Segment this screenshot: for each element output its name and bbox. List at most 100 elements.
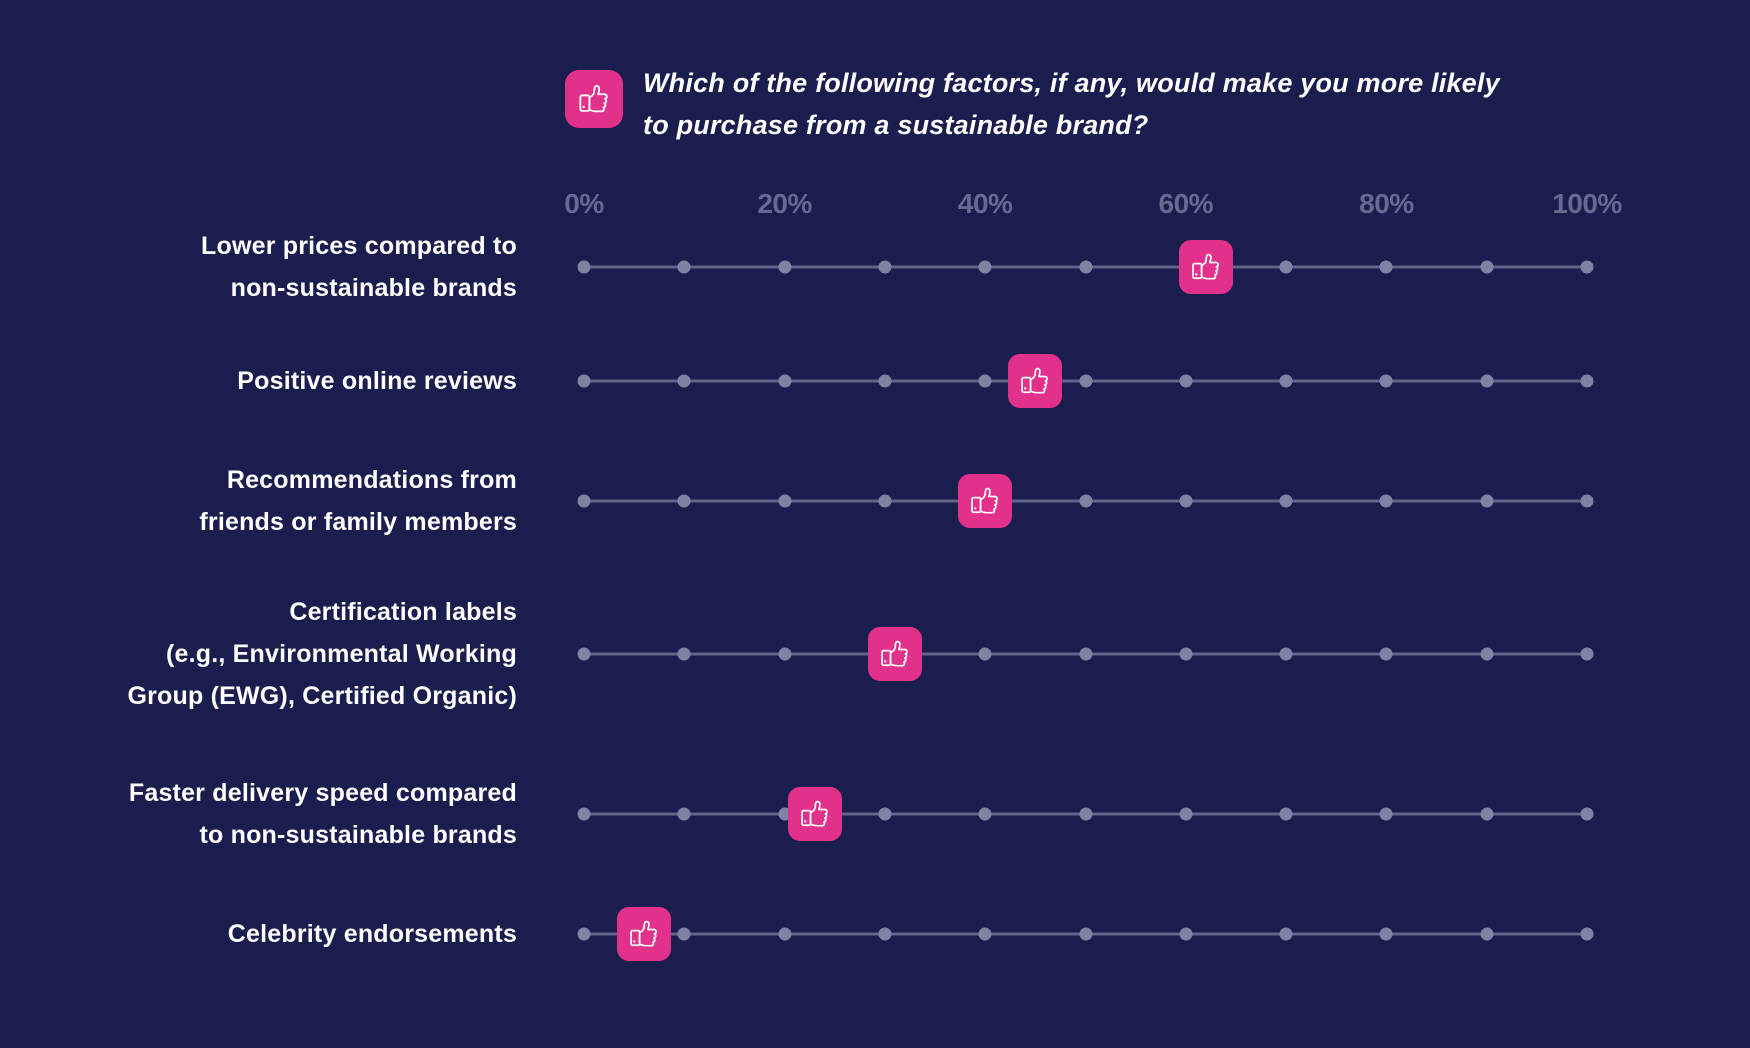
category-label-line: Celebrity endorsements xyxy=(227,920,517,948)
chart-title-line-2: to purchase from a sustainable brand? xyxy=(643,110,1149,140)
track-dot xyxy=(577,647,591,661)
track-dot xyxy=(978,927,992,941)
thumbs-up-icon xyxy=(881,640,908,667)
value-marker-thumbs-up xyxy=(1008,354,1063,408)
x-axis-tick-label: 20% xyxy=(757,188,812,219)
track-dot xyxy=(1279,807,1293,821)
category-label-line: friends or family members xyxy=(199,508,517,536)
track-dot xyxy=(1179,807,1193,821)
track-dot xyxy=(1379,494,1393,508)
track-dot xyxy=(1279,494,1293,508)
track-dot xyxy=(1580,647,1594,661)
value-marker-thumbs-up xyxy=(617,907,672,961)
thumbs-up-icon xyxy=(1192,253,1219,280)
track-dot xyxy=(778,260,792,274)
track-dot xyxy=(1480,494,1494,508)
track-dot xyxy=(1580,807,1594,821)
chart-title-line-1: Which of the following factors, if any, … xyxy=(643,68,1500,98)
track-dot xyxy=(1379,807,1393,821)
value-marker-thumbs-up xyxy=(1178,240,1233,294)
value-marker-thumbs-up xyxy=(787,787,842,841)
track-dot xyxy=(1480,807,1494,821)
track-dot xyxy=(1279,374,1293,388)
track-dot xyxy=(1079,494,1092,508)
track-dot xyxy=(1480,647,1494,661)
track-dot xyxy=(978,260,992,274)
track-dot xyxy=(1480,374,1494,388)
track-dot xyxy=(978,374,992,388)
category-label-line: Group (EWG), Certified Organic) xyxy=(127,682,517,710)
category-label-line: non-sustainable brands xyxy=(230,274,517,302)
track-dot xyxy=(1580,927,1594,941)
category-label-line: Recommendations from xyxy=(226,466,517,494)
track-dot xyxy=(677,807,691,821)
track-dot xyxy=(1079,807,1092,821)
track-dot xyxy=(878,494,892,508)
thumbs-up-icon xyxy=(800,800,828,827)
x-axis-tick-label: 0% xyxy=(564,188,604,219)
category-label: Positive online reviews xyxy=(0,360,517,402)
track-dot xyxy=(1480,927,1494,941)
thumbs-up-icon xyxy=(971,487,999,514)
track-dot xyxy=(1179,494,1193,508)
track-dot xyxy=(778,494,792,508)
track-dot xyxy=(577,260,591,274)
track-dot xyxy=(778,647,792,661)
track-dot xyxy=(778,374,792,388)
category-label: Recommendations from friends or family me… xyxy=(0,459,517,543)
category-label: Faster delivery speed compared to non-sus… xyxy=(0,772,517,856)
track-dot xyxy=(1079,647,1092,661)
category-label-line: Certification labels xyxy=(289,598,517,626)
x-axis-tick-label: 40% xyxy=(957,188,1013,219)
track-dot xyxy=(1379,927,1393,941)
thumbs-up-badge xyxy=(565,70,623,128)
x-axis-tick-label: 60% xyxy=(1158,188,1214,219)
category-label-line: Lower prices compared to xyxy=(201,232,517,260)
track-dot xyxy=(1379,647,1393,661)
track-dot xyxy=(778,927,792,941)
track-dot xyxy=(1179,647,1193,661)
track-dot xyxy=(677,374,691,388)
track-dot xyxy=(878,260,892,274)
thumbs-up-icon xyxy=(1021,367,1049,394)
thumbs-up-icon xyxy=(630,920,658,947)
track-dot xyxy=(878,927,892,941)
category-label-line: Faster delivery speed compared xyxy=(128,779,517,807)
track-dot xyxy=(1279,927,1293,941)
category-label: Lower prices compared to non-sustainable … xyxy=(0,225,517,309)
track-dot xyxy=(677,494,691,508)
track-dot xyxy=(1580,260,1594,274)
track-dot xyxy=(1379,260,1393,274)
track-dot xyxy=(1079,927,1092,941)
track-dot xyxy=(677,927,691,941)
x-axis-tick-label: 80% xyxy=(1359,188,1414,219)
value-marker-thumbs-up xyxy=(867,627,922,681)
track-dot xyxy=(1079,374,1092,388)
track-dot xyxy=(1279,647,1293,661)
category-label: Celebrity endorsements xyxy=(0,913,517,955)
track-dot xyxy=(1480,260,1494,274)
track-dot xyxy=(878,807,892,821)
x-axis-tick-label: 100% xyxy=(1552,188,1622,219)
chart-header: Which of the following factors, if any, … xyxy=(565,68,1500,146)
track-dot xyxy=(577,494,591,508)
track-dot xyxy=(577,807,591,821)
track-dot xyxy=(978,807,992,821)
track-dot xyxy=(677,260,691,274)
track-dot xyxy=(1279,260,1293,274)
value-marker-thumbs-up xyxy=(958,474,1013,528)
track-dot xyxy=(978,647,992,661)
track-dot xyxy=(1179,374,1193,388)
track-dot xyxy=(1580,494,1594,508)
track-dot xyxy=(1079,260,1092,274)
category-label-line: to non-sustainable brands xyxy=(199,821,517,849)
track-dot xyxy=(878,374,892,388)
category-label: Certification labels (e.g., Environmental… xyxy=(0,591,517,717)
chart-title: Which of the following factors, if any, … xyxy=(643,62,1500,146)
track-dot xyxy=(577,374,591,388)
thumbs-up-icon xyxy=(579,84,608,113)
track-dot xyxy=(1179,927,1193,941)
track-dot xyxy=(677,647,691,661)
track-dot xyxy=(1580,374,1594,388)
